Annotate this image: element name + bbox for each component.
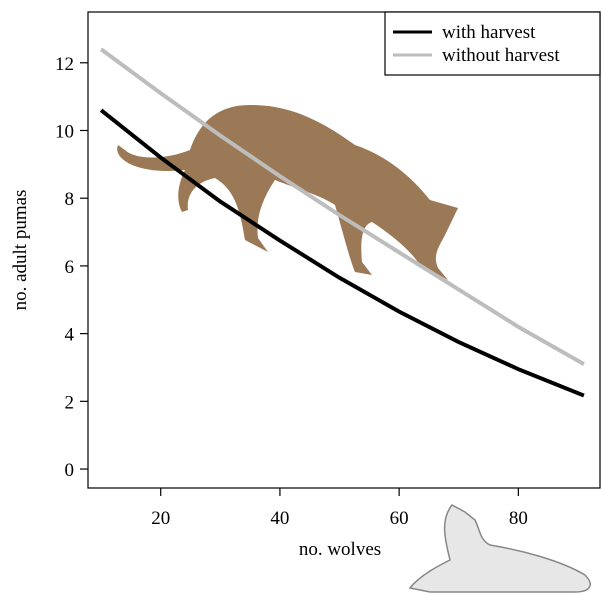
x-tick-label: 80 [509,508,528,529]
y-tick-label: 2 [65,392,75,413]
x-tick-label: 60 [390,508,409,529]
x-axis-label: no. wolves [299,539,381,560]
puma-illustration [117,105,459,280]
legend-label: with harvest [442,22,536,43]
x-tick-label: 20 [151,508,170,529]
series-line [99,47,585,366]
y-tick-label: 0 [65,460,75,481]
series-line [99,108,585,398]
y-axis-label: no. adult pumas [10,190,31,311]
plot-frame [87,11,601,489]
y-tick-label: 12 [55,54,74,75]
legend-box [384,11,601,76]
legend-label: without harvest [442,45,560,66]
wolf-illustration [408,504,591,593]
y-tick-label: 6 [65,257,75,278]
y-tick-label: 4 [65,325,75,346]
x-tick-label: 40 [270,508,289,529]
y-tick-label: 8 [65,189,75,210]
y-tick-label: 10 [55,121,74,142]
